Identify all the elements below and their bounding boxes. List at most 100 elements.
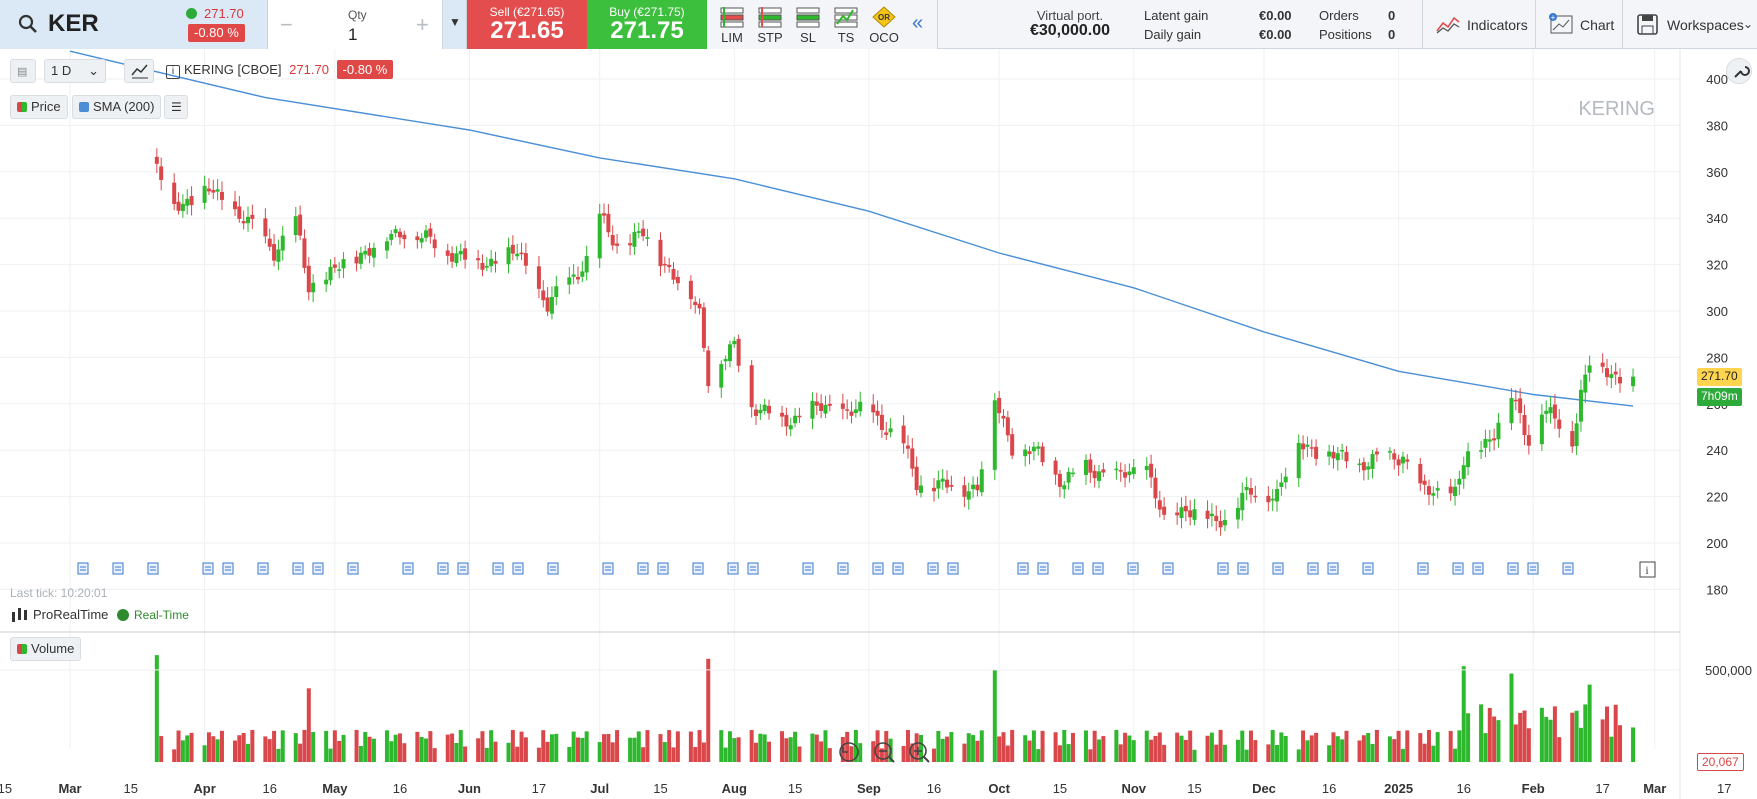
- legend-sma[interactable]: SMA (200): [72, 95, 162, 119]
- volume-bar: [719, 730, 724, 762]
- candle-body: [914, 466, 919, 491]
- legend-price[interactable]: Price: [10, 95, 68, 119]
- workspaces-button[interactable]: Workspaces ⌄: [1622, 0, 1757, 49]
- volume-bar: [541, 730, 546, 762]
- candle-body: [1314, 446, 1319, 459]
- zoom-out-icon[interactable]: [874, 742, 895, 763]
- candle-body: [480, 262, 485, 270]
- collapse-double-chevron-icon[interactable]: «: [912, 12, 924, 34]
- chart-style-button[interactable]: [124, 59, 154, 83]
- candle-body: [1539, 414, 1544, 445]
- buy-button[interactable]: Buy (€271.75) 271.75: [587, 0, 707, 49]
- volume-bar: [332, 730, 337, 762]
- trailing-stop-button[interactable]: TS: [827, 6, 865, 46]
- candle-body: [1340, 449, 1345, 452]
- volume-bar: [1205, 735, 1210, 762]
- candle-body: [932, 487, 937, 492]
- stop-order-button[interactable]: STP: [751, 6, 789, 46]
- candle-body: [363, 250, 368, 255]
- candle-body: [523, 253, 528, 266]
- volume-bar: [1127, 735, 1132, 762]
- candle-body: [219, 191, 224, 200]
- qty-dropdown-button[interactable]: ▼: [443, 0, 467, 49]
- candle-body: [367, 248, 372, 256]
- volume-bar: [575, 737, 580, 762]
- oco-order-button[interactable]: OR OCO: [865, 6, 903, 46]
- candle-body: [949, 484, 954, 487]
- candle-body: [393, 229, 398, 234]
- volume-bar: [1340, 739, 1345, 762]
- volume-bar: [1240, 730, 1245, 762]
- time-tick-label: 2025: [1384, 781, 1413, 796]
- zoom-in-icon[interactable]: [909, 742, 930, 763]
- volume-bar: [662, 742, 667, 762]
- time-tick-label: 15: [1053, 781, 1067, 796]
- volume-bar: [1083, 730, 1088, 762]
- symbol-ticker[interactable]: KER: [48, 10, 99, 37]
- volume-bar: [767, 741, 772, 762]
- volume-bar: [1587, 684, 1592, 762]
- indicators-button[interactable]: Indicators: [1422, 0, 1552, 49]
- volume-bar: [1283, 736, 1288, 762]
- candle-body: [1518, 398, 1523, 413]
- candle-body: [250, 214, 255, 219]
- candle-body: [971, 484, 976, 490]
- volume-bar: [979, 730, 984, 762]
- reset-zoom-icon[interactable]: [839, 742, 859, 762]
- symbol-search[interactable]: KER 271.70 -0.80 %: [0, 0, 268, 49]
- qty-input[interactable]: 1: [348, 25, 358, 44]
- volume-bar: [1097, 739, 1102, 762]
- candle-body: [1031, 446, 1036, 452]
- volume-bar: [1631, 727, 1636, 762]
- volume-bar: [1183, 739, 1188, 762]
- candle-body: [1114, 468, 1119, 471]
- candle-body: [428, 228, 433, 237]
- interval-select[interactable]: 1 D ⌄: [44, 59, 106, 83]
- sell-button[interactable]: Sell (€271.65) 271.65: [467, 0, 587, 49]
- volume-bar: [1296, 749, 1301, 762]
- qty-minus-button[interactable]: −: [280, 12, 293, 37]
- info-icon[interactable]: i: [166, 65, 180, 79]
- volume-bar: [1431, 745, 1436, 762]
- time-axis[interactable]: 15 Mar 15 Apr 16 May 16 Jun 17 Jul 15 Aug 15 Sep 16 Oct…: [0, 781, 1731, 796]
- stop-limit-order-button[interactable]: SL: [789, 6, 827, 46]
- volume-bar: [484, 747, 489, 762]
- volume-bar: [510, 730, 515, 762]
- legend-menu-button[interactable]: ☰: [164, 95, 188, 119]
- news-icon: [1527, 562, 1539, 575]
- candle-body: [154, 156, 159, 164]
- volume-bar: [1396, 730, 1401, 762]
- time-tick-label: 16: [927, 781, 941, 796]
- price-tick-label: 320: [1706, 258, 1728, 273]
- candle-body: [293, 216, 298, 236]
- qty-label: Qty: [348, 8, 367, 22]
- time-tick-label: Feb: [1522, 781, 1545, 796]
- candle-body: [823, 404, 828, 414]
- volume-bar: [688, 731, 693, 762]
- lock-button[interactable]: ▤: [10, 59, 36, 83]
- candle-body: [1331, 451, 1336, 459]
- candle-body: [758, 409, 763, 414]
- qty-plus-button[interactable]: +: [416, 12, 429, 37]
- candle-body: [1496, 422, 1501, 440]
- add-chart-button[interactable]: + Chart: [1535, 0, 1635, 49]
- volume-bar: [159, 736, 164, 762]
- time-tick-label: 17: [1595, 781, 1609, 796]
- price-chart[interactable]: KERING 180200220240260280300320340360380…: [0, 49, 1757, 799]
- legend-volume[interactable]: Volume: [10, 637, 82, 661]
- candle-body: [606, 213, 611, 233]
- limit-order-button[interactable]: LIM: [713, 6, 751, 46]
- volume-bar: [246, 743, 251, 762]
- news-icon: [1237, 562, 1249, 575]
- news-icon: [837, 562, 849, 575]
- info-icon[interactable]: i: [1639, 561, 1656, 578]
- latent-gain-label: Latent gain: [1144, 8, 1209, 23]
- candle-body: [1578, 389, 1583, 422]
- news-icon: [492, 562, 504, 575]
- price-axis[interactable]: 180200220240260280300320340360380400: [1706, 72, 1728, 597]
- candle-body: [641, 228, 646, 237]
- chart-style-icon: [131, 64, 148, 79]
- volume-bar: [306, 688, 311, 762]
- news-icon: [347, 562, 359, 575]
- settings-wrench-button[interactable]: [1726, 58, 1752, 84]
